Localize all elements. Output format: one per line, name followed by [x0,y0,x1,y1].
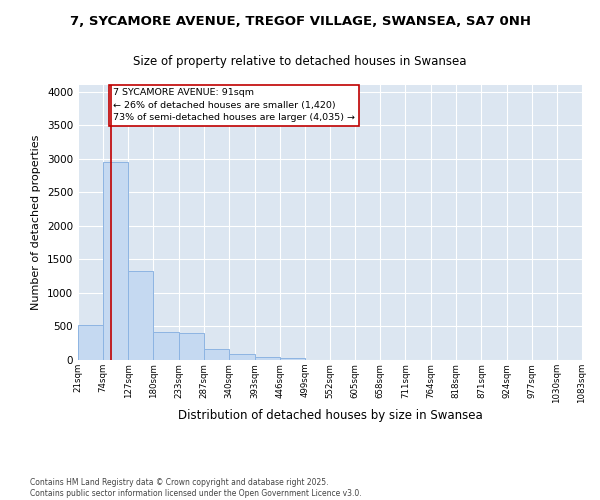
Text: 7 SYCAMORE AVENUE: 91sqm
← 26% of detached houses are smaller (1,420)
73% of sem: 7 SYCAMORE AVENUE: 91sqm ← 26% of detach… [113,88,355,122]
Text: Contains HM Land Registry data © Crown copyright and database right 2025.
Contai: Contains HM Land Registry data © Crown c… [30,478,362,498]
Bar [229,354,254,360]
X-axis label: Distribution of detached houses by size in Swansea: Distribution of detached houses by size … [178,408,482,422]
Bar [128,272,154,360]
Bar [103,162,128,360]
Bar [280,358,305,360]
Text: 7, SYCAMORE AVENUE, TREGOF VILLAGE, SWANSEA, SA7 0NH: 7, SYCAMORE AVENUE, TREGOF VILLAGE, SWAN… [70,15,530,28]
Bar [154,332,179,360]
Text: Size of property relative to detached houses in Swansea: Size of property relative to detached ho… [133,55,467,68]
Y-axis label: Number of detached properties: Number of detached properties [31,135,41,310]
Bar [254,356,280,360]
Bar [179,333,204,360]
Bar [78,325,103,360]
Bar [204,350,229,360]
